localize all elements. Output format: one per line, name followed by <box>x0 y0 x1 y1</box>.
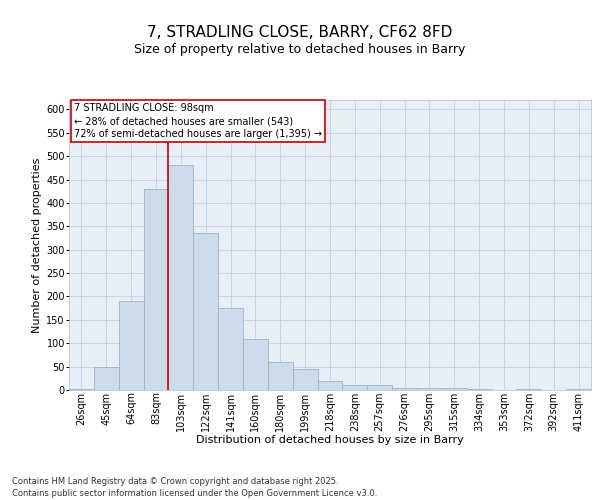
Bar <box>392 388 417 390</box>
Bar <box>517 388 541 390</box>
Bar <box>218 308 243 390</box>
Bar <box>143 189 169 390</box>
Bar <box>442 388 467 390</box>
Text: Contains HM Land Registry data © Crown copyright and database right 2025.
Contai: Contains HM Land Registry data © Crown c… <box>12 476 377 498</box>
Bar <box>317 380 343 390</box>
Bar <box>467 388 491 390</box>
Bar <box>243 338 268 390</box>
Bar <box>94 366 119 390</box>
Bar <box>268 362 293 390</box>
Bar <box>169 166 193 390</box>
Bar <box>193 234 218 390</box>
Y-axis label: Number of detached properties: Number of detached properties <box>32 158 42 332</box>
Bar <box>293 369 317 390</box>
Bar <box>343 386 367 390</box>
Bar <box>119 301 143 390</box>
Bar <box>417 388 442 390</box>
Bar <box>69 389 94 390</box>
Bar <box>566 388 591 390</box>
Text: 7 STRADLING CLOSE: 98sqm
← 28% of detached houses are smaller (543)
72% of semi-: 7 STRADLING CLOSE: 98sqm ← 28% of detach… <box>74 103 322 140</box>
Bar <box>367 386 392 390</box>
Text: 7, STRADLING CLOSE, BARRY, CF62 8FD: 7, STRADLING CLOSE, BARRY, CF62 8FD <box>148 25 452 40</box>
X-axis label: Distribution of detached houses by size in Barry: Distribution of detached houses by size … <box>196 435 464 445</box>
Text: Size of property relative to detached houses in Barry: Size of property relative to detached ho… <box>134 44 466 57</box>
